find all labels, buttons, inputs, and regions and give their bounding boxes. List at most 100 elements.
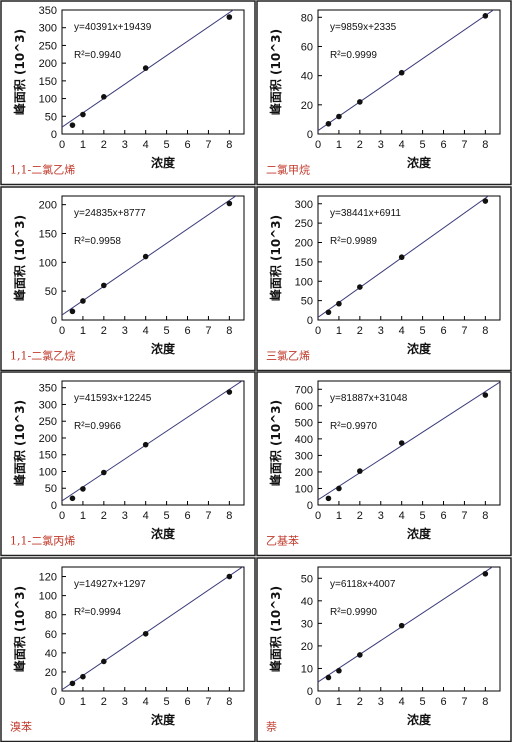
regression-line	[62, 195, 237, 315]
plot-frame	[317, 195, 501, 320]
x-tick-label: 5	[420, 510, 426, 522]
x-tick-label: 0	[59, 139, 65, 151]
x-tick-label: 6	[440, 325, 446, 337]
chart-svg: 0 100 200 300 400 500 600 700 0 1 2 3 4 5 6 7 8 y=81887x+…	[256, 371, 512, 557]
x-tick-label: 1	[336, 510, 342, 522]
compound-name: 1,1-二氯乙烷	[10, 348, 75, 362]
data-point	[80, 673, 86, 679]
y-tick-label: 250	[39, 40, 57, 52]
x-tick-label: 8	[226, 696, 232, 708]
x-tick-label: 4	[143, 325, 149, 337]
y-tick-label: 0	[51, 129, 57, 141]
y-tick-label: 700	[295, 384, 313, 396]
data-point	[142, 441, 149, 448]
r-squared-label: R²=0.9966	[74, 421, 121, 432]
chart-panel: 0 10 20 30 40 50 0 1 2 3 4 5 6 7 8 y=6118x+4007 R²=0.999…	[256, 556, 512, 743]
regression-line	[62, 10, 235, 128]
x-axis-title: 浓度	[407, 155, 432, 170]
x-axis-title: 浓度	[151, 712, 176, 727]
x-tick-label: 5	[420, 696, 426, 708]
x-tick-label: 7	[461, 139, 467, 151]
x-tick-label: 2	[357, 139, 363, 151]
y-tick-label: 40	[301, 71, 313, 83]
data-point	[482, 13, 489, 19]
y-tick-label: 60	[45, 628, 57, 640]
chart-svg: 0 20 40 60 80 0 1 2 3 4 5 6 7 8 y=9859x+2335 R²=0.9999 峰…	[256, 0, 512, 186]
y-tick-label: 100	[39, 257, 57, 269]
x-tick-label: 5	[164, 139, 170, 151]
y-tick-label: 80	[301, 12, 313, 24]
y-tick-label: 250	[295, 218, 313, 230]
y-tick-label: 10	[301, 663, 313, 675]
panel-border	[256, 556, 512, 742]
x-tick-label: 4	[399, 139, 405, 151]
x-tick-label: 2	[357, 696, 363, 708]
x-tick-label: 7	[461, 325, 467, 337]
data-point	[325, 495, 332, 502]
data-point	[336, 485, 342, 492]
x-tick-label: 1	[80, 510, 86, 522]
y-axis-title: 峰面积 (10^3)	[268, 29, 283, 115]
data-point	[482, 197, 489, 204]
chart-panel: 0 50 100 150 200 0 1 2 3 4 5 6 7 8 y=24835x+8777 R²=0.9…	[0, 185, 256, 372]
x-axis-title: 浓度	[151, 526, 176, 541]
y-tick-label: 200	[295, 467, 313, 479]
x-tick-label: 5	[420, 325, 426, 337]
y-tick-label: 350	[39, 5, 57, 17]
data-point	[80, 297, 86, 304]
x-tick-label: 4	[399, 696, 405, 708]
x-tick-label: 6	[440, 696, 446, 708]
y-tick-label: 50	[45, 111, 57, 123]
compound-name: 三氯乙烯	[266, 348, 310, 362]
x-tick-label: 8	[226, 510, 232, 522]
x-tick-label: 0	[59, 510, 65, 522]
regression-line	[62, 381, 243, 502]
y-axis-title: 峰面积 (10^3)	[268, 400, 283, 486]
plot-frame	[61, 380, 245, 506]
y-tick-label: 120	[39, 571, 57, 583]
x-axis-title: 浓度	[151, 155, 176, 170]
equation-label: y=81887x+31048	[330, 393, 408, 404]
y-tick-label: 150	[39, 450, 57, 462]
y-tick-label: 150	[39, 228, 57, 240]
x-axis-title: 浓度	[407, 526, 432, 541]
x-tick-label: 0	[315, 696, 321, 708]
x-tick-label: 2	[101, 139, 107, 151]
data-point	[325, 674, 332, 680]
x-tick-label: 0	[59, 696, 65, 708]
y-tick-label: 300	[295, 450, 313, 462]
y-tick-label: 100	[39, 466, 57, 478]
chart-svg: 0 20 40 60 80 100 120 0 1 2 3 4 5 6 7 8 y=14927x+1297 R²=…	[0, 556, 256, 742]
x-tick-label: 1	[336, 139, 342, 151]
plot-frame	[61, 566, 245, 691]
x-tick-label: 7	[205, 139, 211, 151]
x-tick-label: 1	[336, 325, 342, 337]
x-tick-label: 5	[420, 139, 426, 151]
x-tick-label: 7	[461, 696, 467, 708]
x-tick-label: 3	[122, 696, 128, 708]
x-tick-label: 7	[205, 696, 211, 708]
data-point	[336, 113, 342, 120]
x-tick-label: 4	[143, 696, 149, 708]
x-tick-label: 2	[101, 696, 107, 708]
x-tick-label: 6	[184, 325, 190, 337]
data-point	[398, 253, 405, 260]
x-tick-label: 8	[482, 696, 488, 708]
data-point	[398, 622, 405, 628]
x-tick-label: 8	[226, 325, 232, 337]
data-point	[357, 99, 363, 105]
x-axis-title: 浓度	[407, 712, 432, 727]
data-point	[482, 570, 489, 577]
regression-line	[318, 10, 495, 132]
y-tick-label: 200	[39, 433, 57, 445]
x-tick-label: 4	[143, 510, 149, 522]
chart-svg: 0 10 20 30 40 50 0 1 2 3 4 5 6 7 8 y=6118x+4007 R²=0.999…	[256, 556, 512, 742]
y-axis-title: 峰面积 (10^3)	[12, 585, 27, 671]
y-tick-label: 150	[39, 76, 57, 88]
chart-panel: 0 50 100 150 200 250 300 0 1 2 3 4 5 6 7 8 y=38441x+6911…	[256, 185, 512, 372]
plot-frame	[61, 195, 245, 320]
data-point	[336, 300, 342, 307]
plot-frame	[317, 566, 501, 691]
data-point	[69, 308, 76, 314]
compound-name: 1,1-二氯丙烯	[10, 534, 75, 548]
